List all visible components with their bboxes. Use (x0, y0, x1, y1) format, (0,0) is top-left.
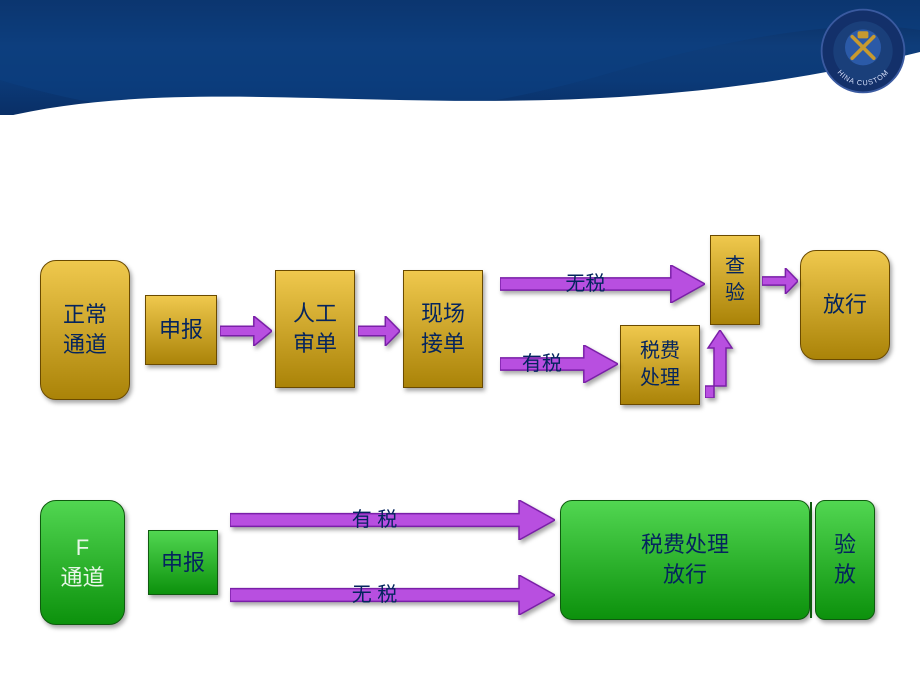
box-tax-process: 税费 处理 (620, 325, 700, 405)
label-has-tax-1: 有税 (500, 345, 584, 383)
diagram-area: 正常 通道 申报 人工 审单 现场 接单 税费 处理 查 验 放行 无税 有税 … (0, 130, 920, 690)
arrow-declare-to-review (220, 316, 272, 346)
arrow-tax-to-inspect (705, 330, 735, 398)
divider-line (810, 502, 812, 618)
box-declare-2: 申报 (148, 530, 218, 595)
box-declare-1: 申报 (145, 295, 217, 365)
box-normal-channel: 正常 通道 (40, 260, 130, 400)
arrow-review-to-accept (358, 316, 400, 346)
header-swoosh (0, 0, 920, 130)
arrow-inspect-to-release (762, 268, 798, 294)
label: F 通道 (60, 533, 104, 592)
box-inspect-release: 验 放 (815, 500, 875, 620)
label: 申报 (159, 315, 203, 345)
box-onsite-accept: 现场 接单 (403, 270, 483, 388)
label: 查 验 (725, 253, 745, 307)
label: 税费 处理 (640, 338, 680, 392)
customs-emblem-icon: CHINA CUSTOMS (818, 6, 908, 96)
label: 税费处理 放行 (641, 530, 729, 589)
label: 正常 通道 (63, 300, 107, 359)
label: 人工 审单 (293, 299, 337, 358)
label-has-tax-2: 有 税 (230, 500, 519, 540)
label: 放行 (823, 290, 867, 320)
box-release: 放行 (800, 250, 890, 360)
box-f-channel: F 通道 (40, 500, 125, 625)
label: 申报 (161, 548, 205, 578)
label-no-tax-1: 无税 (500, 265, 671, 303)
box-inspect: 查 验 (710, 235, 760, 325)
box-manual-review: 人工 审单 (275, 270, 355, 388)
label-no-tax-2: 无 税 (230, 575, 519, 615)
slide: CHINA CUSTOMS 正常 通道 申报 人工 审单 现场 接单 税费 处理… (0, 0, 920, 690)
label: 验 放 (834, 530, 856, 589)
label: 现场 接单 (421, 299, 465, 358)
box-tax-release: 税费处理 放行 (560, 500, 810, 620)
